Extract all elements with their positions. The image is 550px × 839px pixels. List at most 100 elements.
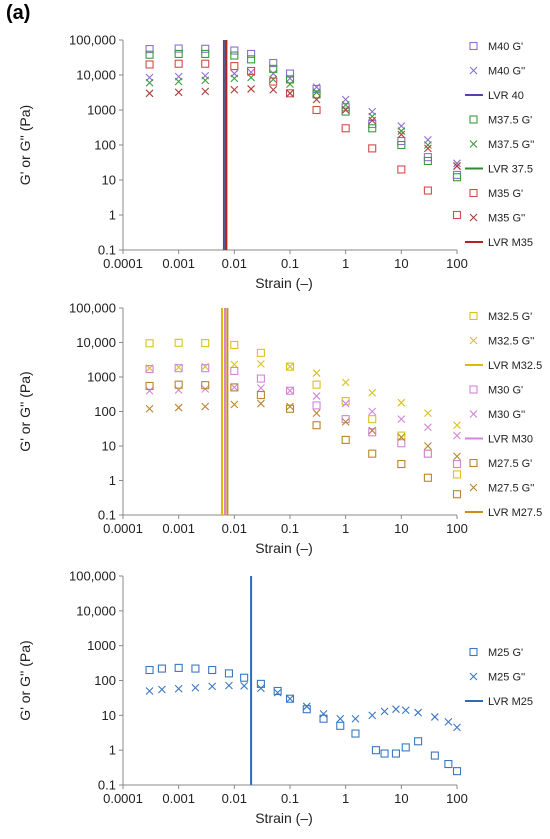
point-m35-g-gpp <box>453 162 461 170</box>
point-m25-g-gpp <box>430 713 439 721</box>
point-m25-g-gpp <box>336 714 345 723</box>
point-m25-g-gpp <box>225 681 233 690</box>
point-m27-5-g-gpp <box>341 417 350 426</box>
point-m32-5-g-gpp <box>341 378 350 387</box>
y-tick-label: 10 <box>102 173 116 188</box>
legend-label-m27-5-g-gp: M27.5 G' <box>488 458 532 470</box>
legend-label-m35-g-gpp: M35 G'' <box>488 213 525 225</box>
legend-label-lvr-37-5: LVR 37.5 <box>488 164 533 176</box>
point-m27-5-g-gp <box>256 390 265 400</box>
x-tick-label: 0.0001 <box>103 521 143 536</box>
legend-label-m27-5-g-gpp: M27.5 G'' <box>488 483 534 495</box>
point-m30-g-gpp <box>341 399 350 408</box>
x-tick-label: 10 <box>394 521 408 536</box>
point-m37-5-g-gp <box>247 55 256 64</box>
point-m40-g-gp <box>269 58 278 68</box>
point-m27-5-g-gp <box>312 421 321 430</box>
y-tick-label: 1 <box>109 208 116 223</box>
point-m40-g-gp <box>201 44 210 53</box>
point-m35-g-gpp <box>397 130 406 139</box>
point-m25-g-gpp <box>392 705 400 714</box>
point-m30-g-gpp <box>397 415 406 424</box>
point-m27-5-g-gp <box>397 459 406 469</box>
legend-swatch-m35-g-gp <box>469 188 478 198</box>
point-m25-g-gpp <box>380 707 389 716</box>
point-m25-g-gpp <box>240 682 249 690</box>
point-m30-g-gp <box>423 449 432 458</box>
point-m37-5-g-gpp <box>174 77 183 86</box>
point-m30-g-gp <box>452 459 462 469</box>
point-m32-5-g-gp <box>145 339 154 348</box>
point-m27-5-g-gpp <box>397 433 406 442</box>
point-m25-g-gp <box>391 749 400 758</box>
point-m32-5-g-gpp <box>397 398 406 407</box>
point-m27-5-g-gpp <box>174 403 183 412</box>
point-m25-g-gpp <box>302 702 311 711</box>
point-m35-g-gp <box>174 59 183 68</box>
point-m27-5-g-gpp <box>257 399 265 408</box>
legend-label-m32-5-g-gp: M32.5 G' <box>488 311 532 323</box>
x-tick-label: 1 <box>342 791 349 806</box>
point-m30-g-gp <box>174 364 183 373</box>
y-tick-label: 10 <box>102 439 116 454</box>
point-m37-5-g-gpp <box>368 112 377 121</box>
point-m35-g-gpp <box>286 89 294 98</box>
point-m37-5-g-gpp <box>201 76 210 85</box>
point-m35-g-gpp <box>341 106 350 114</box>
point-m40-g-gp <box>452 170 462 179</box>
point-m30-g-gpp <box>368 407 377 416</box>
x-tick-label: 0.001 <box>162 791 195 806</box>
point-m35-g-gpp <box>145 89 154 98</box>
point-m27-5-g-gpp <box>201 402 210 411</box>
point-m30-g-gp <box>230 366 239 375</box>
point-m32-5-g-gpp <box>230 360 239 369</box>
y-tick-label: 0.1 <box>98 508 116 523</box>
legend-swatch-m40-g-gpp <box>469 66 478 75</box>
point-m37-5-g-gpp <box>397 127 406 135</box>
point-m25-g-gpp <box>191 683 200 692</box>
legend-swatch-m35-g-gpp <box>469 213 478 222</box>
point-m27-5-g-gp <box>285 404 295 413</box>
point-m30-g-gp <box>256 374 265 383</box>
point-m27-5-g-gpp <box>145 404 154 413</box>
point-m37-5-g-gpp <box>424 141 432 149</box>
point-m37-5-g-gp <box>423 156 432 166</box>
x-tick-label: 100 <box>446 521 468 536</box>
point-m27-5-g-gp <box>201 381 210 390</box>
point-m35-g-gp <box>269 77 278 86</box>
x-tick-label: 0.001 <box>162 521 195 536</box>
legend-label-m25-g-gpp: M25 G'' <box>488 672 525 684</box>
point-m25-g-gpp <box>208 682 217 691</box>
x-tick-label: 10 <box>394 791 408 806</box>
point-m30-g-gpp <box>257 384 265 392</box>
x-tick-label: 100 <box>446 256 468 271</box>
point-m35-g-gp <box>341 124 350 133</box>
point-m37-5-g-gp <box>145 50 154 59</box>
point-m40-g-gpp <box>453 159 461 168</box>
y-tick-label: 100,000 <box>69 33 116 48</box>
point-m37-5-g-gp <box>201 49 210 58</box>
y-tick-label: 1000 <box>87 103 116 118</box>
point-m27-5-g-gpp <box>453 452 461 461</box>
point-m25-g-gp <box>145 665 154 675</box>
point-m27-5-g-gp <box>230 383 239 392</box>
y-axis-title: G' or G'' (Pa) <box>17 640 33 720</box>
point-m40-g-gp <box>247 49 256 58</box>
point-m35-g-gp <box>397 165 406 174</box>
legend-label-m37-5-g-gp: M37.5 G' <box>488 115 532 127</box>
point-m27-5-g-gp <box>423 473 432 482</box>
legend-swatch-m30-g-gpp <box>469 410 478 418</box>
point-m25-g-gpp <box>401 706 410 715</box>
point-m37-5-g-gpp <box>230 74 239 83</box>
x-axis-title: Strain (–) <box>255 540 313 556</box>
chart-panel-3: 0.0001 0.001 0.01 0.1 1 10 100 0.1 1 10 100 1000 10,… <box>17 569 533 827</box>
chart-panel-1: 0.0001 0.001 0.01 0.1 1 10 100 0.1 1 10 100 1000 10,… <box>17 33 534 292</box>
point-m30-g-gpp <box>145 386 154 395</box>
point-m27-5-g-gpp <box>312 409 321 417</box>
y-tick-label: 100 <box>94 138 116 153</box>
point-m27-5-g-gpp <box>230 400 239 409</box>
point-m30-g-gpp <box>174 386 183 394</box>
point-m32-5-g-gp <box>230 340 239 349</box>
x-tick-label: 10 <box>394 256 408 271</box>
point-m30-g-gp <box>312 401 321 410</box>
